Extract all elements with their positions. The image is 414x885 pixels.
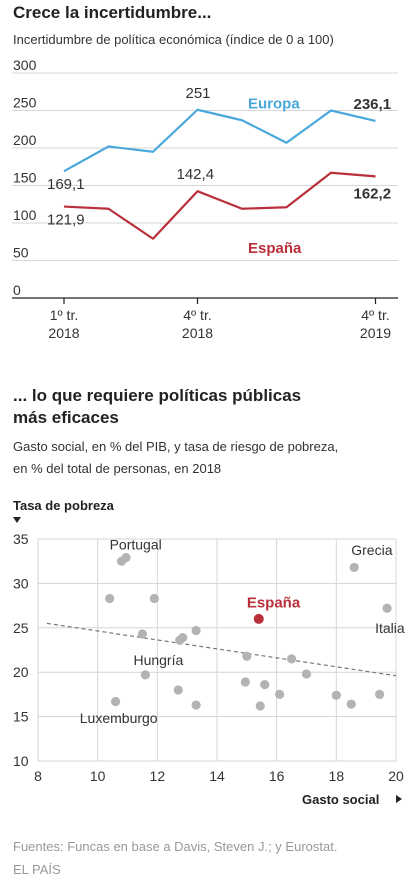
data-label: 121,9 bbox=[47, 212, 85, 229]
scatter-point bbox=[110, 696, 121, 707]
x-tick-label: 14 bbox=[209, 768, 225, 784]
point-label: Portugal bbox=[110, 537, 162, 553]
scatter-point bbox=[242, 651, 252, 661]
x-tick-label: 4º tr. bbox=[183, 307, 211, 323]
chart2-title-line1: ... lo que requiere políticas públicas bbox=[13, 386, 302, 405]
data-label: 169,1 bbox=[47, 176, 85, 193]
x-tick-label: 2019 bbox=[360, 325, 391, 341]
scatter-point bbox=[331, 690, 341, 700]
y-tick-label: 0 bbox=[13, 282, 21, 298]
y-tick-label: 35 bbox=[13, 531, 29, 547]
y-tick-label: 30 bbox=[13, 575, 29, 591]
data-label: 142,4 bbox=[177, 166, 215, 183]
x-tick-label: 8 bbox=[34, 768, 42, 784]
y-tick-label: 250 bbox=[13, 95, 37, 111]
y-tick-label: 20 bbox=[13, 664, 29, 680]
x-tick-label: 2018 bbox=[182, 325, 213, 341]
y-tick-label: 50 bbox=[13, 245, 29, 261]
chart1-title: Crece la incertidumbre... bbox=[13, 3, 212, 22]
scatter-point bbox=[255, 701, 265, 711]
x-axis-title: Gasto social bbox=[302, 792, 379, 807]
y-tick-label: 300 bbox=[13, 57, 37, 73]
point-label: Italia bbox=[375, 620, 405, 636]
series-line-europa bbox=[63, 108, 376, 173]
y-tick-label: 25 bbox=[13, 620, 29, 636]
trendline bbox=[46, 622, 397, 677]
scatter-point bbox=[240, 677, 250, 687]
series-label-europa: Europa bbox=[248, 95, 300, 112]
scatter-point bbox=[346, 699, 356, 709]
scatter-point bbox=[137, 629, 148, 639]
y-tick-label: 200 bbox=[13, 132, 37, 148]
series-line-españa bbox=[63, 171, 376, 240]
y-tick-label: 150 bbox=[13, 170, 37, 186]
scatter-point bbox=[191, 700, 201, 710]
x-tick-label: 2018 bbox=[48, 325, 79, 341]
data-label: 236,1 bbox=[354, 96, 392, 113]
scatter-point bbox=[301, 669, 312, 679]
scatter-point bbox=[260, 680, 270, 690]
series-label-espana: España bbox=[248, 240, 302, 257]
data-label: 162,2 bbox=[354, 185, 392, 202]
scatter-point bbox=[149, 593, 159, 604]
scatter-point bbox=[173, 685, 183, 695]
x-tick-label: 12 bbox=[150, 768, 166, 784]
y-axis-title: Tasa de pobreza bbox=[13, 498, 115, 513]
point-label: Hungría bbox=[133, 652, 183, 668]
chart2-title-line2: más eficaces bbox=[13, 408, 119, 427]
point-label: España bbox=[247, 594, 301, 611]
scatter-point bbox=[121, 553, 131, 563]
chart1-subtitle: Incertidumbre de política económica (índ… bbox=[13, 32, 334, 47]
scatter-point bbox=[286, 654, 297, 664]
scatter-point bbox=[275, 689, 285, 699]
footer-sources: Fuentes: Funcas en base a Davis, Steven … bbox=[13, 839, 338, 854]
scatter-point bbox=[382, 603, 392, 613]
point-label: Grecia bbox=[351, 542, 392, 558]
scatter-point bbox=[374, 689, 385, 699]
arrow-down-icon bbox=[13, 517, 21, 523]
scatter-chart: Tasa de pobreza 10 15 20 25 30 35 8 10 12 14 16 18 20… bbox=[13, 498, 405, 807]
chart2-subtitle-line2: en % del total de personas, en 2018 bbox=[13, 461, 222, 476]
scatter-point-highlight bbox=[253, 613, 264, 624]
arrow-right-icon bbox=[396, 795, 402, 803]
x-tick-label: 20 bbox=[388, 768, 404, 784]
line-chart: 0 50 100 150 200 250 300 1º tr. 2018 4º tr. 2018 4º… bbox=[12, 57, 398, 341]
x-tick-label: 16 bbox=[269, 768, 285, 784]
y-tick-label: 15 bbox=[13, 709, 29, 725]
chart2-subtitle-line1: Gasto social, en % del PIB, y tasa de ri… bbox=[13, 439, 339, 454]
y-tick-label: 10 bbox=[13, 753, 29, 769]
x-tick-label: 1º tr. bbox=[50, 307, 78, 323]
y-tick-label: 100 bbox=[13, 207, 37, 223]
scatter-point bbox=[175, 635, 185, 645]
scatter-point bbox=[105, 593, 115, 604]
scatter-point bbox=[349, 562, 359, 573]
x-tick-label: 18 bbox=[329, 768, 345, 784]
footer-brand: EL PAÍS bbox=[13, 862, 61, 877]
x-tick-label: 10 bbox=[90, 768, 106, 784]
scatter-point bbox=[191, 625, 201, 636]
point-label: Luxemburgo bbox=[80, 710, 158, 726]
x-tick-label: 4º tr. bbox=[361, 307, 389, 323]
scatter-point bbox=[140, 670, 150, 680]
data-label: 251 bbox=[186, 85, 211, 102]
